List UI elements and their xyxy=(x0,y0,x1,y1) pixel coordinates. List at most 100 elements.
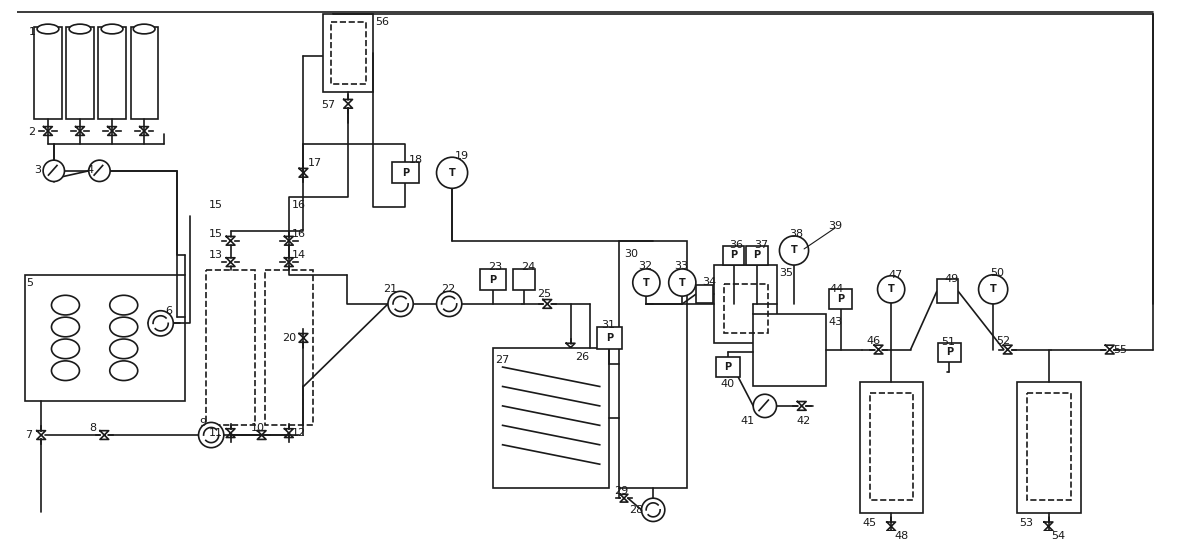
Text: P: P xyxy=(730,250,737,261)
Text: 45: 45 xyxy=(862,518,876,528)
Text: 38: 38 xyxy=(789,229,803,239)
Text: 2: 2 xyxy=(28,127,35,137)
Text: 47: 47 xyxy=(888,270,902,280)
Text: 23: 23 xyxy=(488,262,502,272)
Bar xyxy=(492,348,609,489)
Ellipse shape xyxy=(52,317,79,337)
Text: 42: 42 xyxy=(797,416,811,425)
Text: 1: 1 xyxy=(28,27,35,37)
Ellipse shape xyxy=(52,339,79,358)
Text: 41: 41 xyxy=(740,416,755,425)
Text: P: P xyxy=(946,348,953,357)
Text: 33: 33 xyxy=(674,261,689,271)
Bar xyxy=(696,286,713,303)
Circle shape xyxy=(89,160,110,182)
Text: 30: 30 xyxy=(624,249,638,258)
Text: T: T xyxy=(790,245,797,256)
Text: 13: 13 xyxy=(209,250,223,261)
Bar xyxy=(392,162,419,183)
Text: 57: 57 xyxy=(321,100,335,110)
Text: 11: 11 xyxy=(209,428,223,438)
Text: 48: 48 xyxy=(894,531,908,541)
Text: 12: 12 xyxy=(292,428,306,438)
Bar xyxy=(1027,393,1071,500)
Bar xyxy=(331,22,366,84)
Text: 28: 28 xyxy=(628,505,644,515)
Ellipse shape xyxy=(52,295,79,315)
Text: 4: 4 xyxy=(87,165,94,175)
Text: 26: 26 xyxy=(575,353,589,362)
Circle shape xyxy=(44,160,65,182)
Text: T: T xyxy=(642,277,650,288)
Text: 17: 17 xyxy=(307,158,321,168)
Circle shape xyxy=(389,291,413,317)
Bar xyxy=(1018,382,1081,513)
Bar xyxy=(829,289,853,309)
Text: 15: 15 xyxy=(209,200,223,210)
Bar xyxy=(66,27,93,119)
Text: 9: 9 xyxy=(200,418,207,428)
Text: 16: 16 xyxy=(292,200,306,210)
Bar xyxy=(265,270,313,425)
Text: 35: 35 xyxy=(779,268,794,278)
Bar xyxy=(619,241,687,489)
Text: 27: 27 xyxy=(495,355,509,366)
Bar xyxy=(753,314,826,386)
Circle shape xyxy=(877,276,905,303)
Bar xyxy=(34,27,61,119)
Bar xyxy=(869,393,913,500)
Text: 24: 24 xyxy=(521,262,535,272)
Text: 49: 49 xyxy=(945,274,959,284)
Text: 8: 8 xyxy=(90,423,97,434)
Circle shape xyxy=(779,236,809,265)
Bar xyxy=(938,343,961,362)
Text: 19: 19 xyxy=(455,151,469,162)
Bar xyxy=(724,285,768,333)
Text: 50: 50 xyxy=(990,268,1004,278)
Text: 15: 15 xyxy=(209,229,223,239)
Text: P: P xyxy=(837,294,844,304)
Text: 44: 44 xyxy=(829,283,843,294)
Bar xyxy=(596,327,622,349)
Text: 37: 37 xyxy=(755,240,769,250)
Circle shape xyxy=(641,498,665,522)
Text: 22: 22 xyxy=(442,285,456,294)
Text: 7: 7 xyxy=(25,430,32,440)
Bar xyxy=(715,265,777,343)
Circle shape xyxy=(148,311,174,336)
Text: 55: 55 xyxy=(1114,345,1128,355)
Text: T: T xyxy=(888,285,894,294)
Text: P: P xyxy=(489,275,496,285)
Circle shape xyxy=(753,394,777,418)
Text: 29: 29 xyxy=(614,486,628,496)
Ellipse shape xyxy=(110,339,138,358)
Text: 16: 16 xyxy=(292,229,306,239)
Text: 3: 3 xyxy=(34,165,41,175)
Text: 53: 53 xyxy=(1019,518,1033,528)
Text: 46: 46 xyxy=(867,336,881,346)
Text: P: P xyxy=(606,333,613,343)
Ellipse shape xyxy=(110,361,138,381)
Text: 51: 51 xyxy=(941,337,955,347)
Text: 56: 56 xyxy=(376,17,390,27)
Ellipse shape xyxy=(70,24,91,34)
Bar xyxy=(25,275,185,401)
Ellipse shape xyxy=(102,24,123,34)
Text: 39: 39 xyxy=(828,221,842,231)
Text: 52: 52 xyxy=(996,336,1010,346)
Ellipse shape xyxy=(110,317,138,337)
Bar xyxy=(481,269,505,290)
Text: T: T xyxy=(449,168,456,178)
Text: 36: 36 xyxy=(729,240,743,250)
Text: 40: 40 xyxy=(720,379,735,389)
Text: 14: 14 xyxy=(292,250,306,261)
Text: 21: 21 xyxy=(383,285,397,294)
Bar xyxy=(207,270,255,425)
Text: P: P xyxy=(724,362,731,372)
Bar xyxy=(746,246,768,265)
Bar xyxy=(131,27,158,119)
Text: T: T xyxy=(990,285,997,294)
Circle shape xyxy=(633,269,660,296)
Text: 10: 10 xyxy=(252,423,265,434)
Text: 5: 5 xyxy=(27,277,33,288)
